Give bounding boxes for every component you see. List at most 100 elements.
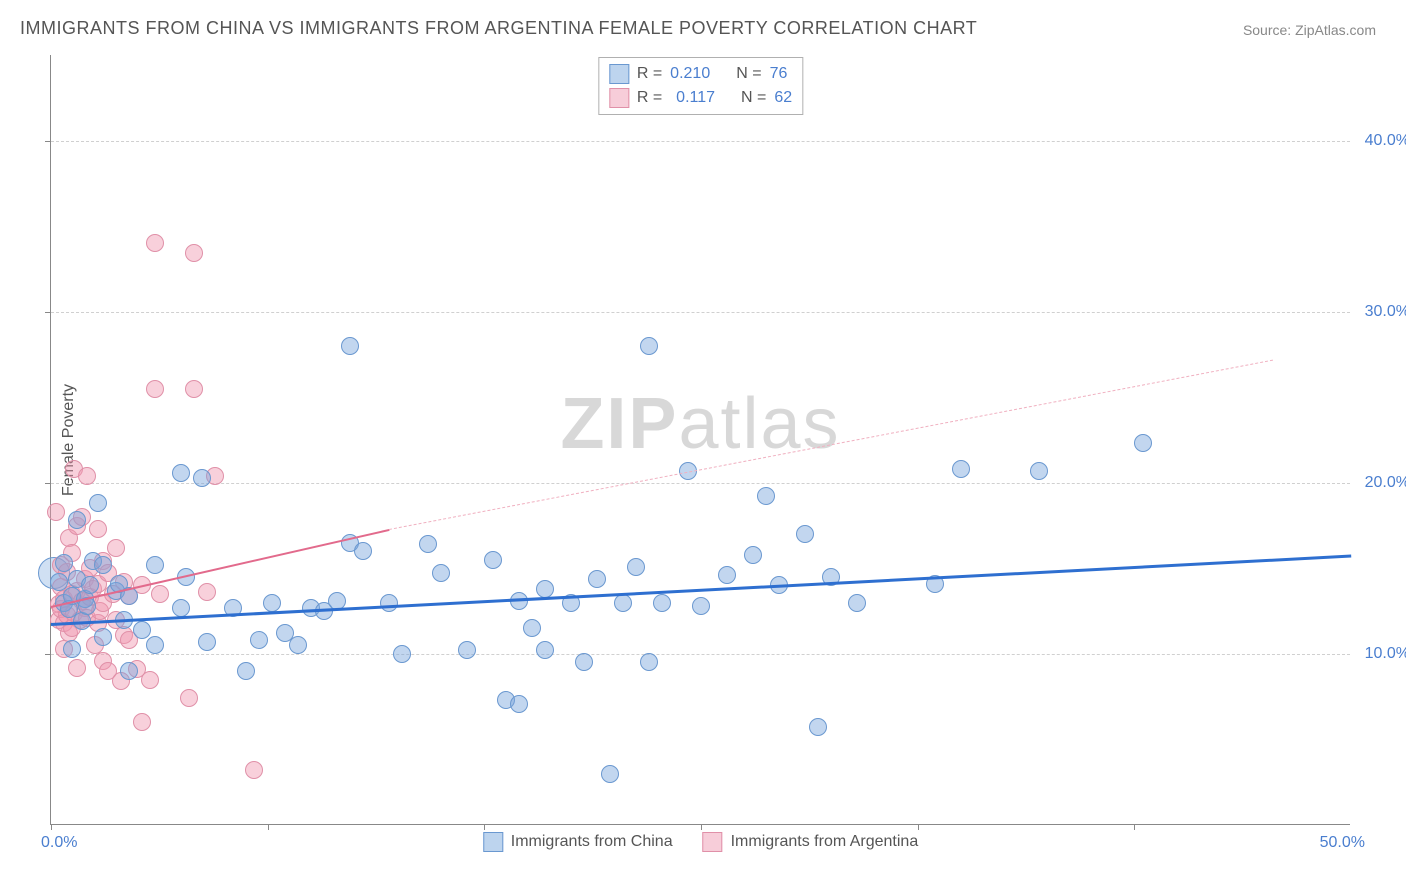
x-tick: [484, 824, 485, 830]
scatter-point: [588, 570, 606, 588]
legend-series-label-0: Immigrants from China: [511, 833, 673, 851]
scatter-point: [68, 511, 86, 529]
legend-series: Immigrants from China Immigrants from Ar…: [483, 832, 918, 852]
scatter-point: [640, 337, 658, 355]
legend-series-swatch-1: [703, 832, 723, 852]
scatter-point: [458, 641, 476, 659]
x-tick: [268, 824, 269, 830]
scatter-point: [289, 636, 307, 654]
scatter-point: [640, 653, 658, 671]
scatter-point: [146, 556, 164, 574]
scatter-point: [809, 718, 827, 736]
scatter-point: [198, 633, 216, 651]
watermark-bold: ZIP: [560, 384, 678, 464]
scatter-point: [263, 594, 281, 612]
n-label-1: N =: [741, 89, 766, 107]
scatter-point: [796, 525, 814, 543]
scatter-point: [193, 469, 211, 487]
x-tick: [918, 824, 919, 830]
scatter-point: [575, 653, 593, 671]
scatter-point: [94, 628, 112, 646]
scatter-point: [133, 713, 151, 731]
n-label-0: N =: [736, 65, 761, 83]
scatter-point: [757, 487, 775, 505]
scatter-point: [432, 564, 450, 582]
r-value-0: 0.210: [670, 65, 710, 83]
scatter-point: [393, 645, 411, 663]
y-tick-label: 10.0%: [1355, 645, 1406, 663]
grid-line: [51, 312, 1350, 313]
source-prefix: Source:: [1243, 22, 1295, 38]
scatter-point: [614, 594, 632, 612]
y-tick: [45, 654, 51, 655]
legend-swatch-0: [609, 64, 629, 84]
scatter-point: [380, 594, 398, 612]
scatter-point: [185, 380, 203, 398]
scatter-point: [198, 583, 216, 601]
scatter-point: [510, 695, 528, 713]
scatter-point: [172, 464, 190, 482]
scatter-point: [78, 467, 96, 485]
y-tick-label: 30.0%: [1355, 303, 1406, 321]
scatter-point: [354, 542, 372, 560]
scatter-point: [419, 535, 437, 553]
scatter-point: [250, 631, 268, 649]
scatter-point: [89, 494, 107, 512]
legend-swatch-1: [609, 88, 629, 108]
scatter-point: [1030, 462, 1048, 480]
x-tick: [51, 824, 52, 830]
scatter-point: [848, 594, 866, 612]
r-value-1: 0.117: [676, 89, 715, 107]
grid-line: [51, 483, 1350, 484]
y-axis-label: Female Poverty: [60, 383, 78, 495]
scatter-point: [523, 619, 541, 637]
scatter-point: [94, 556, 112, 574]
watermark: ZIPatlas: [560, 383, 840, 465]
scatter-point: [536, 580, 554, 598]
legend-series-swatch-0: [483, 832, 503, 852]
scatter-point: [151, 585, 169, 603]
legend-stats-row-1: R = 0.117 N = 62: [609, 86, 792, 110]
scatter-point: [63, 640, 81, 658]
legend-series-item-0: Immigrants from China: [483, 832, 673, 852]
scatter-point: [146, 636, 164, 654]
n-value-0: 76: [770, 65, 788, 83]
scatter-point: [692, 597, 710, 615]
legend-series-label-1: Immigrants from Argentina: [731, 833, 919, 851]
trend-line: [51, 555, 1351, 626]
scatter-point: [185, 244, 203, 262]
chart-title: IMMIGRANTS FROM CHINA VS IMMIGRANTS FROM…: [20, 18, 977, 39]
scatter-point: [484, 551, 502, 569]
scatter-point: [55, 554, 73, 572]
y-tick-label: 20.0%: [1355, 474, 1406, 492]
scatter-point: [245, 761, 263, 779]
scatter-point: [653, 594, 671, 612]
plot-area: Female Poverty ZIPatlas R = 0.210 N = 76…: [50, 55, 1350, 825]
y-tick: [45, 141, 51, 142]
x-tick: [1134, 824, 1135, 830]
scatter-point: [133, 621, 151, 639]
scatter-point: [120, 662, 138, 680]
scatter-point: [172, 599, 190, 617]
scatter-point: [141, 671, 159, 689]
y-tick: [45, 312, 51, 313]
scatter-point: [47, 503, 65, 521]
source-name: ZipAtlas.com: [1295, 22, 1376, 38]
scatter-point: [81, 576, 99, 594]
scatter-point: [627, 558, 645, 576]
y-tick-label: 40.0%: [1355, 132, 1406, 150]
scatter-point: [146, 380, 164, 398]
scatter-point: [536, 641, 554, 659]
y-tick: [45, 483, 51, 484]
scatter-point: [107, 539, 125, 557]
r-label-1: R =: [637, 89, 662, 107]
scatter-point: [68, 659, 86, 677]
scatter-point: [146, 234, 164, 252]
x-origin-label: 0.0%: [41, 834, 77, 852]
x-tick: [701, 824, 702, 830]
legend-stats: R = 0.210 N = 76 R = 0.117 N = 62: [598, 57, 803, 115]
watermark-rest: atlas: [678, 384, 840, 464]
scatter-point: [180, 689, 198, 707]
scatter-point: [718, 566, 736, 584]
scatter-point: [341, 337, 359, 355]
